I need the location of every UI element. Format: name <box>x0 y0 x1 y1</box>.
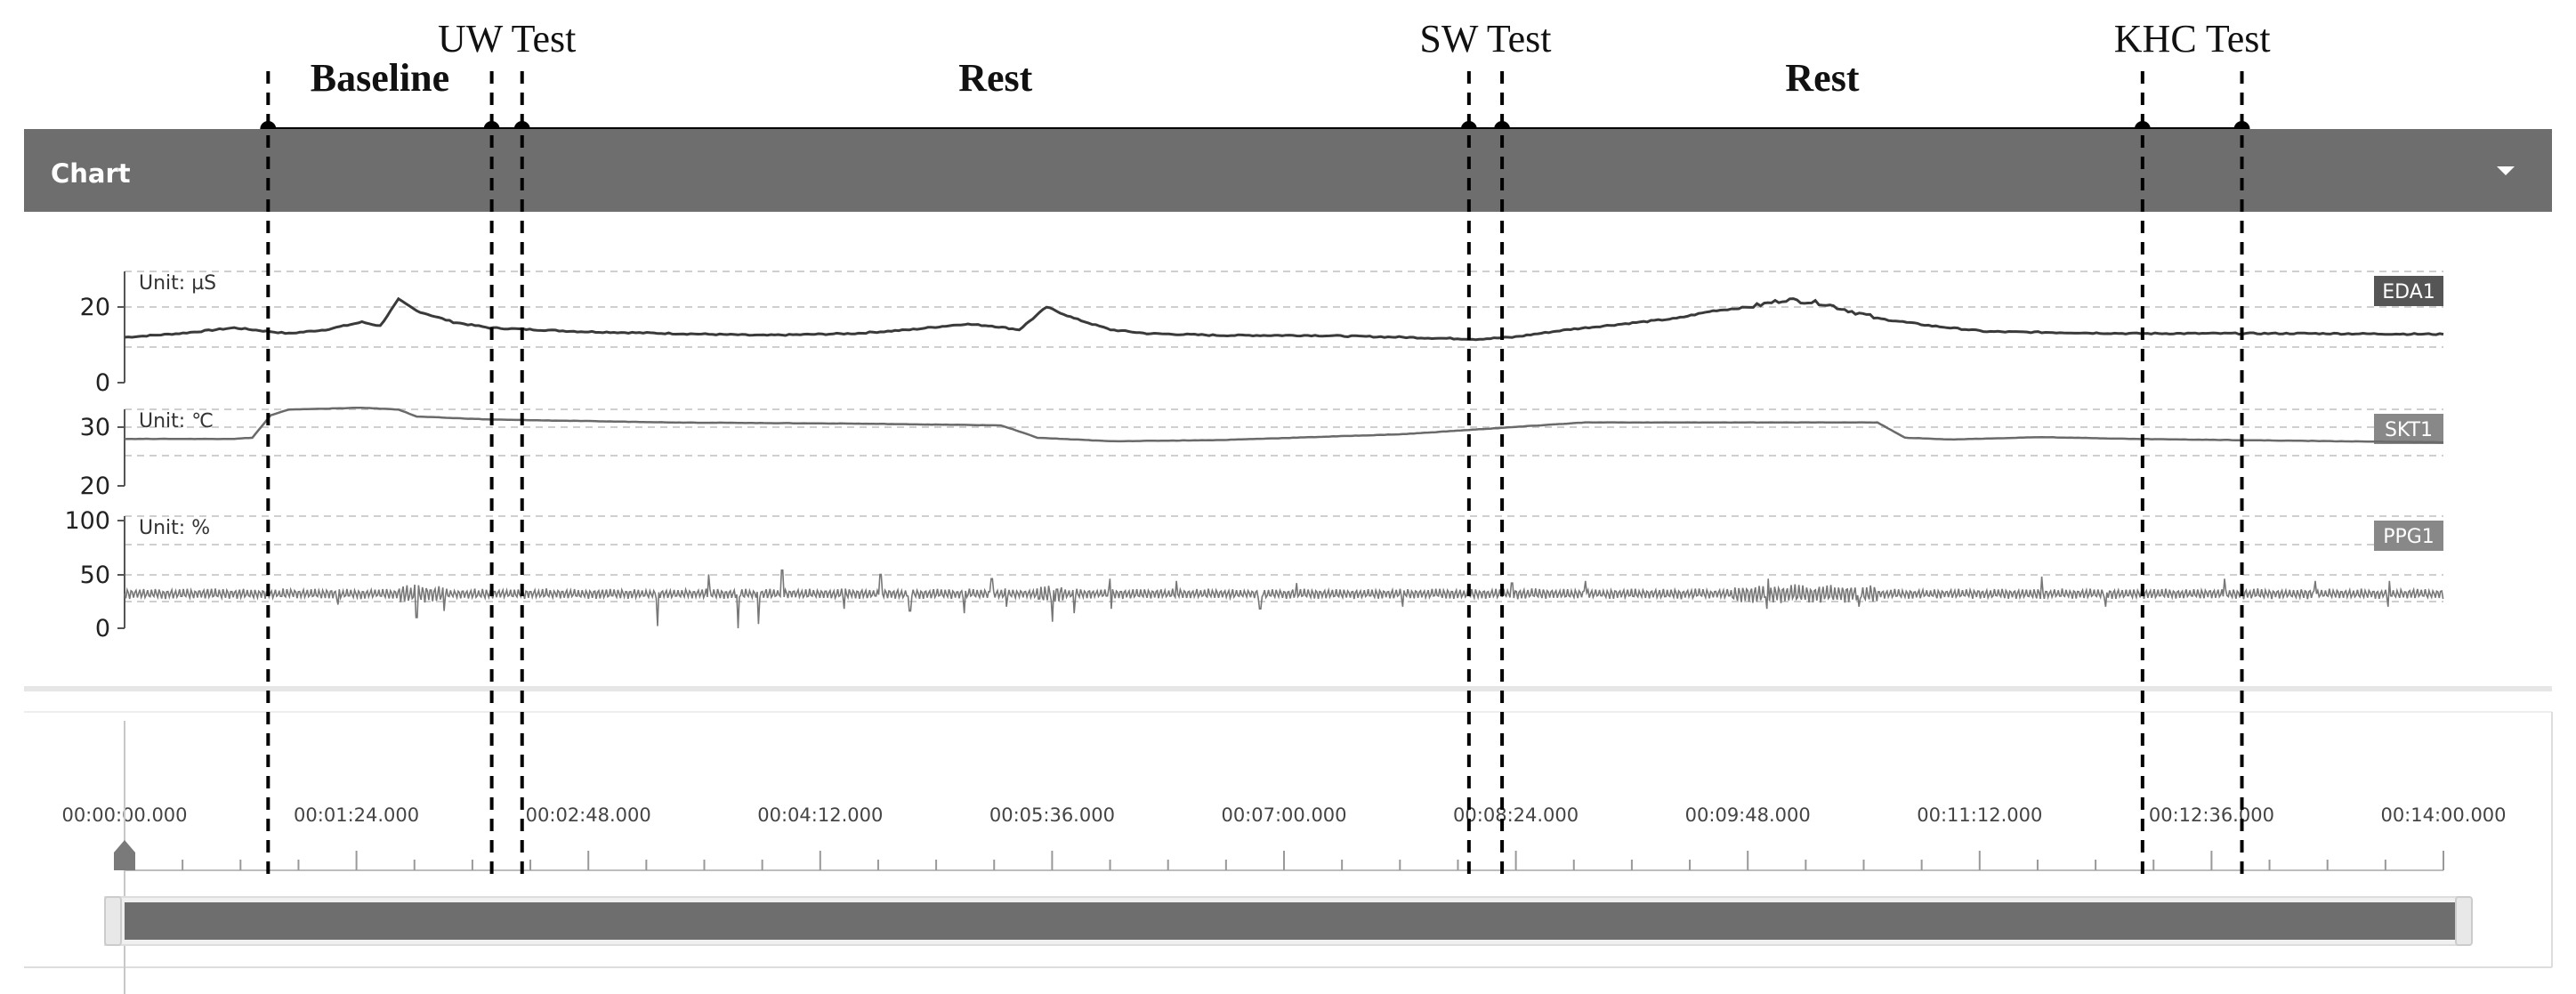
y-tick-label: 30 <box>80 414 110 441</box>
phase-marker-lines <box>266 71 2244 877</box>
track-ppg1: 100 50 0 Unit: % PPG1 <box>64 507 2444 642</box>
caret-down-icon[interactable] <box>2497 166 2515 175</box>
range-slider-right-handle[interactable] <box>2455 896 2473 946</box>
time-tick-label: 00:01:24.000 <box>294 804 419 826</box>
track-skt1: 30 20 Unit: ℃ SKT1 <box>80 406 2444 500</box>
chart-panel-title: Chart <box>51 158 131 189</box>
unit-label: Unit: ℃ <box>139 410 214 432</box>
track-eda1: 20 0 Unit: µS EDA1 <box>80 271 2444 397</box>
channel-badge <box>2374 521 2443 551</box>
phase-label: KHC Test <box>2114 17 2271 61</box>
phase-label: SW Test <box>1419 17 1551 61</box>
time-tick-label: 00:04:12.000 <box>757 804 883 826</box>
time-tick-label: 00:12:36.000 <box>2149 804 2274 826</box>
channel-badge <box>2374 414 2443 444</box>
signal-line-eda1 <box>124 296 2444 342</box>
signal-line-ppg1 <box>124 569 2444 629</box>
channel-badge-label: PPG1 <box>2383 526 2435 548</box>
channel-badge-label: EDA1 <box>2382 281 2435 303</box>
phase-label: Rest <box>1785 56 1859 100</box>
playhead-handle-icon[interactable] <box>114 840 135 870</box>
y-tick-label: 50 <box>80 562 110 589</box>
time-tick-label: 00:05:36.000 <box>989 804 1115 826</box>
range-slider-selection[interactable] <box>125 902 2458 940</box>
unit-label: Unit: % <box>139 517 210 539</box>
y-tick-label: 20 <box>80 473 110 500</box>
time-tick-label: 00:02:48.000 <box>526 804 651 826</box>
y-tick-label: 0 <box>95 615 110 642</box>
time-tick-label: 00:07:00.000 <box>1221 804 1346 826</box>
y-tick-label: 20 <box>80 294 110 321</box>
signal-tracks: 20 0 Unit: µS EDA1 30 20 Unit: ℃ SKT1 100 50 0 Unit… <box>64 271 2444 642</box>
range-slider-left-handle[interactable] <box>104 896 122 946</box>
timeline-navigator: 00:00:00.000 00:01:24.000 00:02:48.000 00:0… <box>24 712 2553 994</box>
channel-badge <box>2374 276 2443 306</box>
phase-label: Rest <box>958 56 1032 100</box>
time-tick-label: 00:08:24.000 <box>1453 804 1579 826</box>
time-tick-label: 00:11:12.000 <box>1917 804 2042 826</box>
panel-separator <box>24 686 2552 713</box>
time-tick-label: 00:09:48.000 <box>1685 804 1811 826</box>
y-tick-label: 0 <box>95 369 110 397</box>
chart-panel-header: Chart <box>24 129 2552 212</box>
unit-label: Unit: µS <box>139 272 216 295</box>
time-tick-label: 00:14:00.000 <box>2380 804 2506 826</box>
signal-line-skt1 <box>124 406 2444 444</box>
y-tick-label: 100 <box>64 507 110 535</box>
phase-label: Baseline <box>311 56 449 100</box>
phase-label: UW Test <box>438 17 576 61</box>
channel-badge-label: SKT1 <box>2385 419 2433 441</box>
